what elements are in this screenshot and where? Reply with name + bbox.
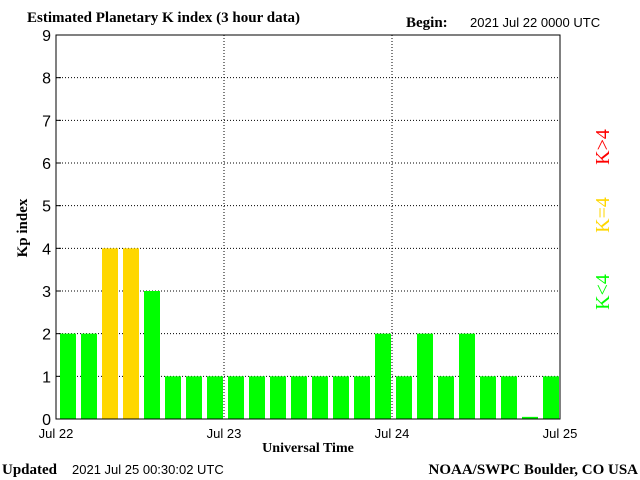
kp-bar [543,376,559,419]
legend-below: K<4 [592,274,614,310]
kp-bar [480,376,496,419]
chart-title: Estimated Planetary K index (3 hour data… [27,10,300,26]
x-tick-labels: Jul 22 Jul 23 Jul 24 Jul 25 [39,426,578,441]
kp-bar [522,416,538,419]
legend-equal: K=4 [592,197,614,233]
kp-bar [270,376,286,419]
y-tick-label: 7 [42,113,51,130]
kp-bar [144,291,160,419]
kp-bar [312,376,328,419]
kp-bar [186,376,202,419]
y-tick-label: 3 [42,284,51,301]
kp-bar [417,333,433,419]
y-tick-label: 8 [42,71,51,88]
kp-bar [333,376,349,419]
plot-frame [55,34,561,420]
kp-bar [102,248,118,419]
updated-label: Updated [2,462,58,478]
x-tick-label: Jul 23 [207,426,242,441]
kp-bar [123,248,139,419]
kp-bar [60,333,76,419]
kp-bar [375,333,391,419]
updated-value: 2021 Jul 25 00:30:02 UTC [72,462,224,477]
x-axis-label: Universal Time [262,441,354,456]
kp-bar [438,376,454,419]
y-tick-label: 4 [42,241,51,258]
y-tick-label: 0 [42,412,51,429]
kp-bar [81,333,97,419]
x-tick-label: Jul 24 [375,426,410,441]
kp-bar [501,376,517,419]
credit: NOAA/SWPC Boulder, CO USA [429,462,639,478]
grid-lines [56,34,560,420]
y-tick-label: 2 [42,327,51,344]
y-tick-label: 6 [42,156,51,173]
x-tick-label: Jul 25 [543,426,578,441]
kp-bar [291,376,307,419]
y-tick-label: 1 [42,369,51,386]
bars [60,248,559,419]
kp-bar [459,333,475,419]
kp-bar [228,376,244,419]
y-tick-label: 9 [42,28,51,45]
x-tick-label: Jul 22 [39,426,74,441]
begin-label: Begin: [406,15,448,31]
y-tick-labels: 0 1 2 3 4 5 6 7 8 9 [42,28,51,429]
y-axis-label: Kp index [15,198,31,257]
begin-value: 2021 Jul 22 0000 UTC [470,15,600,30]
kp-bar [249,376,265,419]
kp-bar [354,376,370,419]
y-tick-label: 5 [42,199,51,216]
legend-above: K>4 [592,129,614,165]
kp-bar [396,376,412,419]
kp-bar [165,376,181,419]
kp-bar [207,376,223,419]
